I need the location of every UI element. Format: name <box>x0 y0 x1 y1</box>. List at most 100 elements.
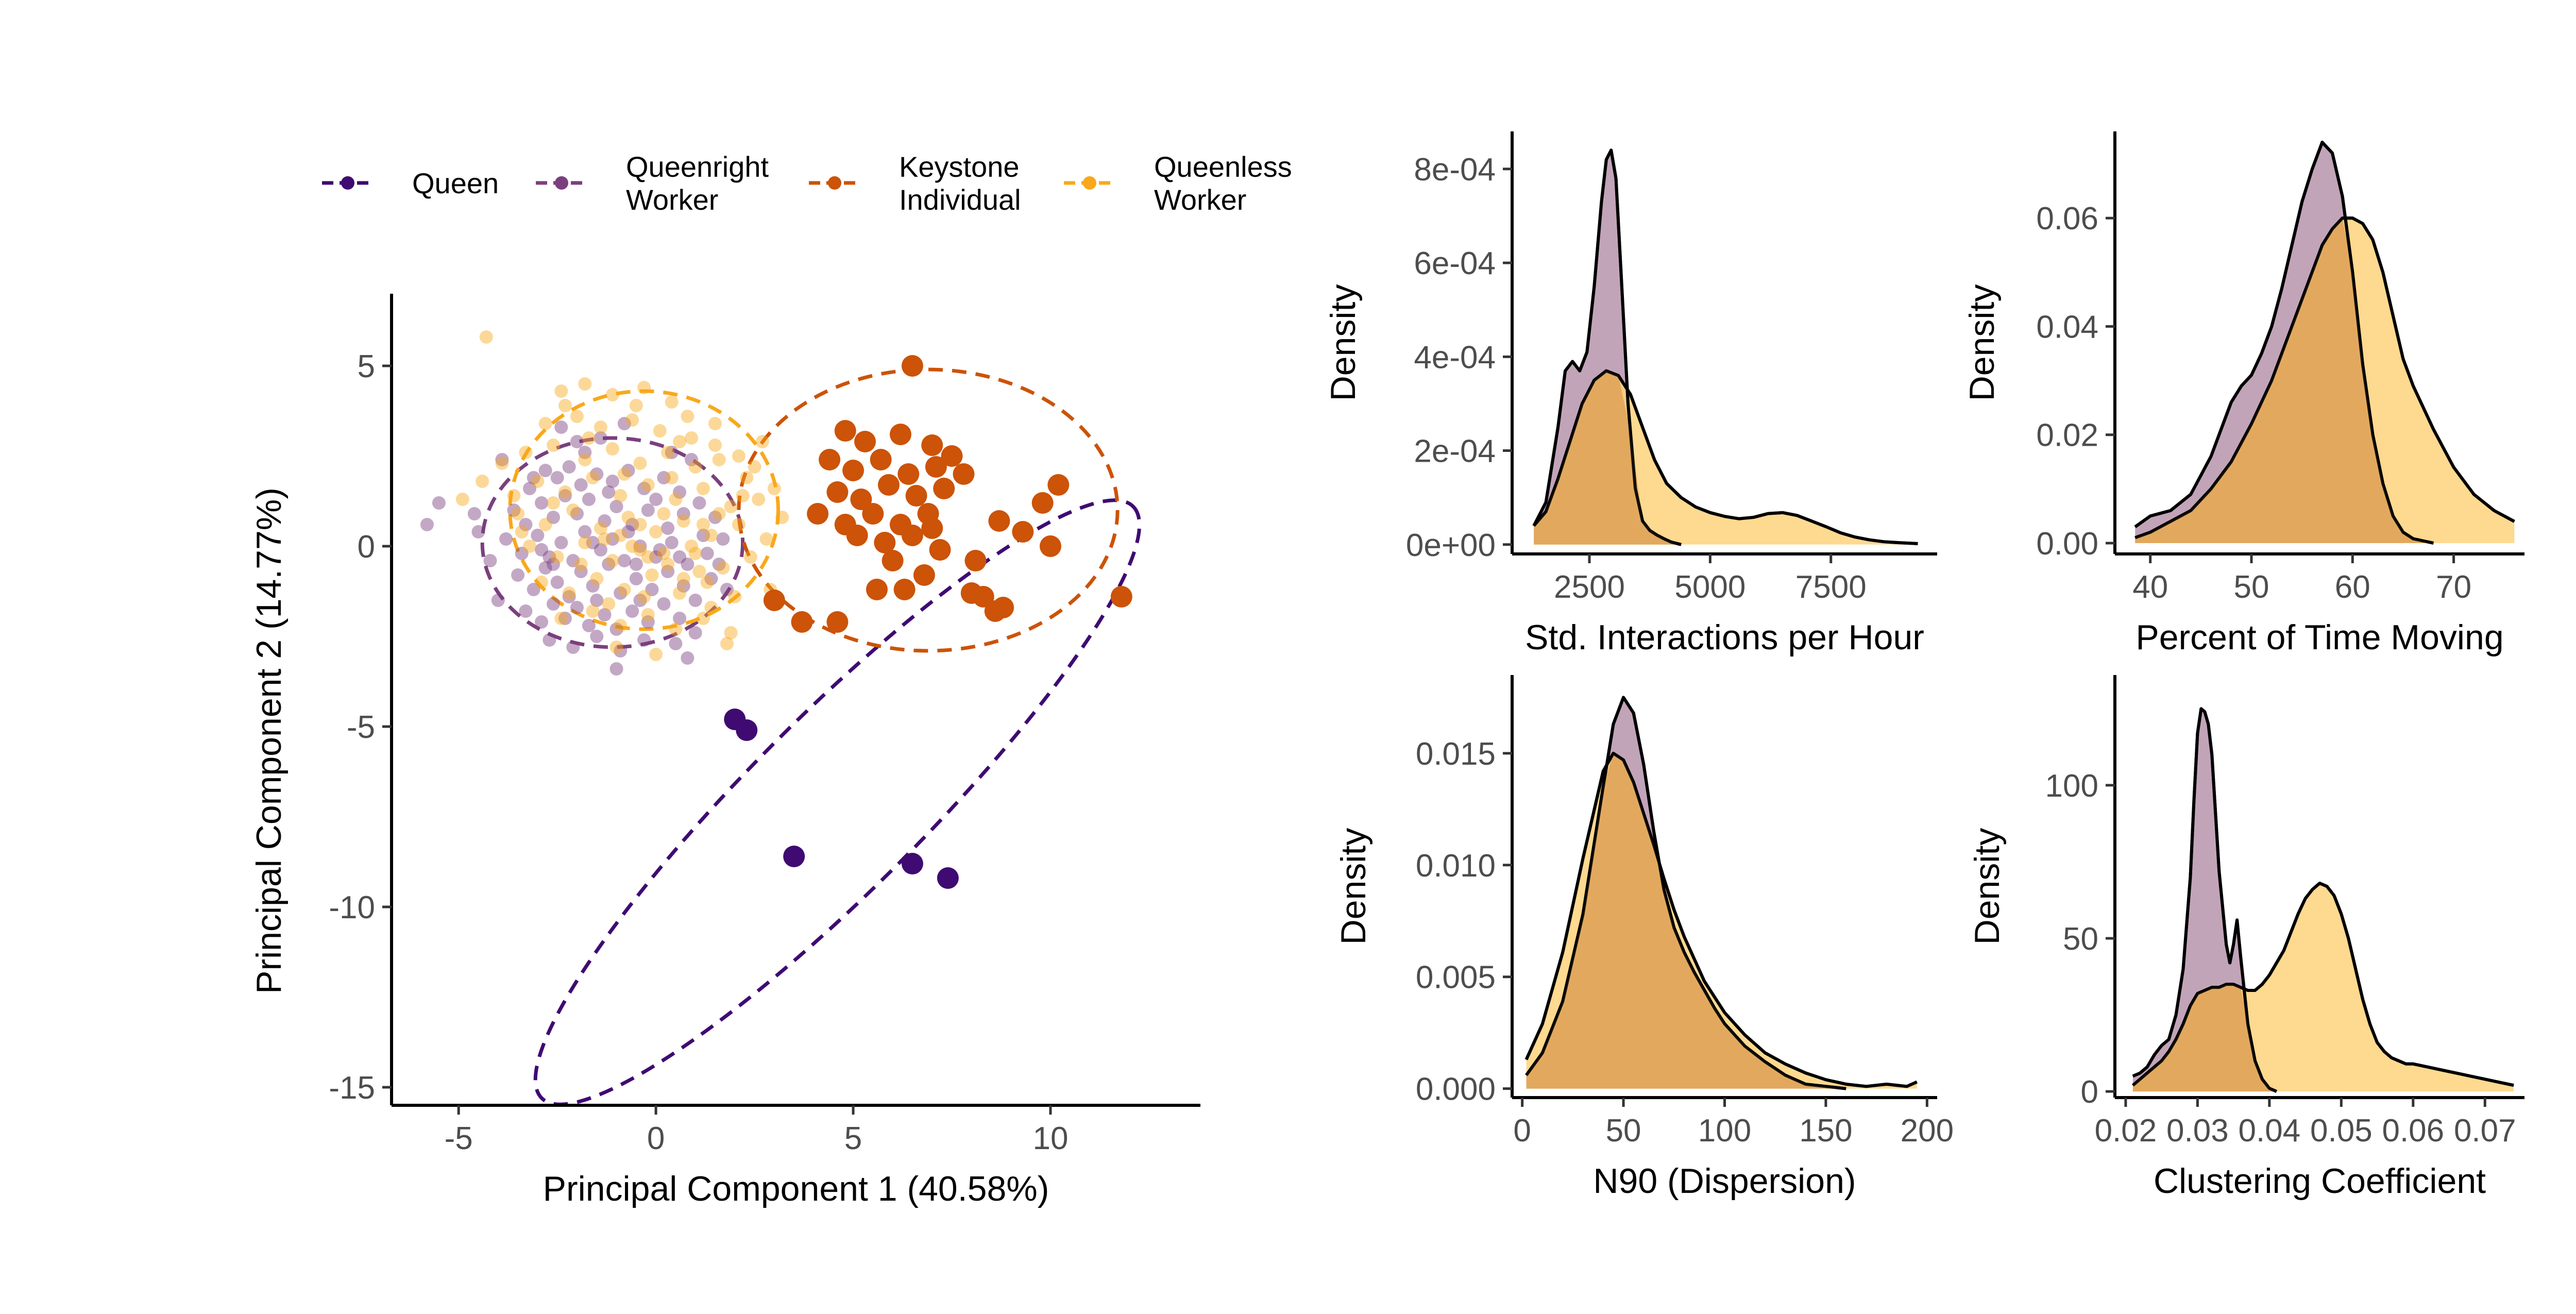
point-queenright-worker <box>716 532 730 546</box>
point-queenright-worker <box>625 518 639 531</box>
legend: QueenQueenrightWorkerKeystoneIndividualQ… <box>322 150 1292 216</box>
point-keystone-individual <box>850 488 872 510</box>
point-queenright-worker <box>566 554 580 567</box>
point-queenright-worker <box>562 590 576 603</box>
point-queenless-worker <box>708 417 722 430</box>
point-queenless-worker <box>685 431 699 445</box>
point-queenless-worker <box>547 439 560 452</box>
point-keystone-individual <box>1031 492 1054 514</box>
point-queenright-worker <box>614 586 628 600</box>
point-queenless-worker <box>665 395 679 409</box>
point-keystone-individual <box>1047 474 1070 496</box>
point-keystone-individual <box>807 503 829 525</box>
point-queenright-worker <box>688 594 702 607</box>
point-queenless-worker <box>558 485 572 499</box>
point-queenright-worker <box>676 507 690 520</box>
x-tick-label: 200 <box>1901 1113 1954 1149</box>
point-keystone-individual <box>925 456 947 478</box>
point-queenless-worker <box>455 493 469 506</box>
x-tick-label: 0 <box>647 1121 665 1156</box>
legend-label: Worker <box>1154 183 1246 216</box>
point-queenless-worker <box>673 586 687 600</box>
point-queenless-worker <box>594 420 607 434</box>
legend-label: Keystone <box>899 150 1020 183</box>
density-outline-queenright-worker <box>1525 696 1846 1090</box>
point-queenless-worker <box>657 507 671 520</box>
point-queenless-worker <box>743 550 757 564</box>
point-queenright-worker <box>570 601 584 614</box>
legend-label: Queenright <box>626 150 769 183</box>
point-queenright-worker <box>535 496 549 510</box>
point-queenless-worker <box>614 529 628 542</box>
legend-key-keystone-individual <box>828 176 841 190</box>
point-queenright-worker <box>535 543 549 557</box>
point-keystone-individual <box>889 424 911 445</box>
point-queenless-worker <box>755 435 769 448</box>
point-queen <box>783 846 805 867</box>
point-queenless-worker <box>712 453 726 466</box>
point-queenless-worker <box>605 554 619 567</box>
point-queenless-worker <box>649 525 663 538</box>
point-queenless-worker <box>578 377 592 391</box>
x-tick-label: 0.06 <box>2382 1113 2444 1149</box>
point-keystone-individual <box>933 478 955 499</box>
point-queenright-worker <box>594 431 607 445</box>
point-queenless-worker <box>716 561 730 575</box>
point-queenright-worker <box>605 475 619 488</box>
x-tick-label: 60 <box>2335 569 2370 605</box>
point-queenless-worker <box>605 442 619 456</box>
point-queenright-worker <box>574 478 588 492</box>
point-queenright-worker <box>629 572 643 585</box>
point-queenless-worker <box>637 590 651 603</box>
point-queenless-worker <box>538 518 552 531</box>
x-tick-label: 150 <box>1799 1113 1852 1149</box>
point-queenright-worker <box>570 507 584 520</box>
point-queenless-worker <box>641 550 655 564</box>
legend-key-queenless-worker <box>1083 176 1096 190</box>
point-queenless-worker <box>740 471 754 484</box>
x-tick-label: 0 <box>1513 1113 1531 1149</box>
point-queenright-worker <box>570 435 584 448</box>
point-queenless-worker <box>582 431 596 445</box>
pca-scatter-panel: QueenQueenrightWorkerKeystoneIndividualQ… <box>249 150 1292 1208</box>
point-queenless-worker <box>578 536 592 549</box>
point-keystone-individual <box>846 525 868 546</box>
point-queenright-worker <box>633 594 647 607</box>
density-outline-queenless-worker <box>1532 369 1918 545</box>
point-queenless-worker <box>676 572 690 585</box>
point-queenless-worker <box>775 511 789 524</box>
point-queenless-worker <box>550 550 564 564</box>
point-queenless-worker <box>633 543 647 557</box>
point-queenright-worker <box>558 612 572 625</box>
x-axis-label: Clustering Coefficient <box>2154 1161 2486 1201</box>
point-queenright-worker <box>586 579 600 593</box>
point-queenright-worker <box>673 550 687 564</box>
y-tick-label: 0.000 <box>1416 1072 1496 1107</box>
point-queenless-worker <box>704 601 718 614</box>
point-keystone-individual <box>854 431 876 452</box>
point-keystone-individual <box>834 420 856 442</box>
x-tick-label: 2500 <box>1554 569 1625 605</box>
density-overlap-area <box>2132 984 2514 1092</box>
point-queenless-worker <box>641 608 655 621</box>
point-queenright-worker <box>547 558 560 571</box>
density-outline-queenright-worker <box>1532 148 1682 546</box>
x-tick-label: 50 <box>1606 1113 1641 1149</box>
point-queenless-worker <box>476 475 489 488</box>
point-queenright-worker <box>641 615 655 629</box>
y-tick-label: -5 <box>347 710 375 745</box>
point-keystone-individual <box>1110 586 1132 608</box>
density-areas <box>1532 148 1918 546</box>
point-queenright-worker <box>673 612 687 625</box>
point-queenless-worker <box>653 424 667 437</box>
x-tick-label: 0.03 <box>2166 1113 2229 1149</box>
point-queenright-worker <box>531 529 545 542</box>
point-queenright-worker <box>538 561 552 575</box>
ellipses <box>480 367 1142 1106</box>
point-queenright-worker <box>566 641 580 654</box>
point-keystone-individual <box>862 503 884 525</box>
point-queenless-worker <box>586 604 600 618</box>
point-queenless-worker <box>697 518 710 531</box>
point-queenright-worker <box>669 637 683 650</box>
point-queenright-worker <box>507 503 521 517</box>
